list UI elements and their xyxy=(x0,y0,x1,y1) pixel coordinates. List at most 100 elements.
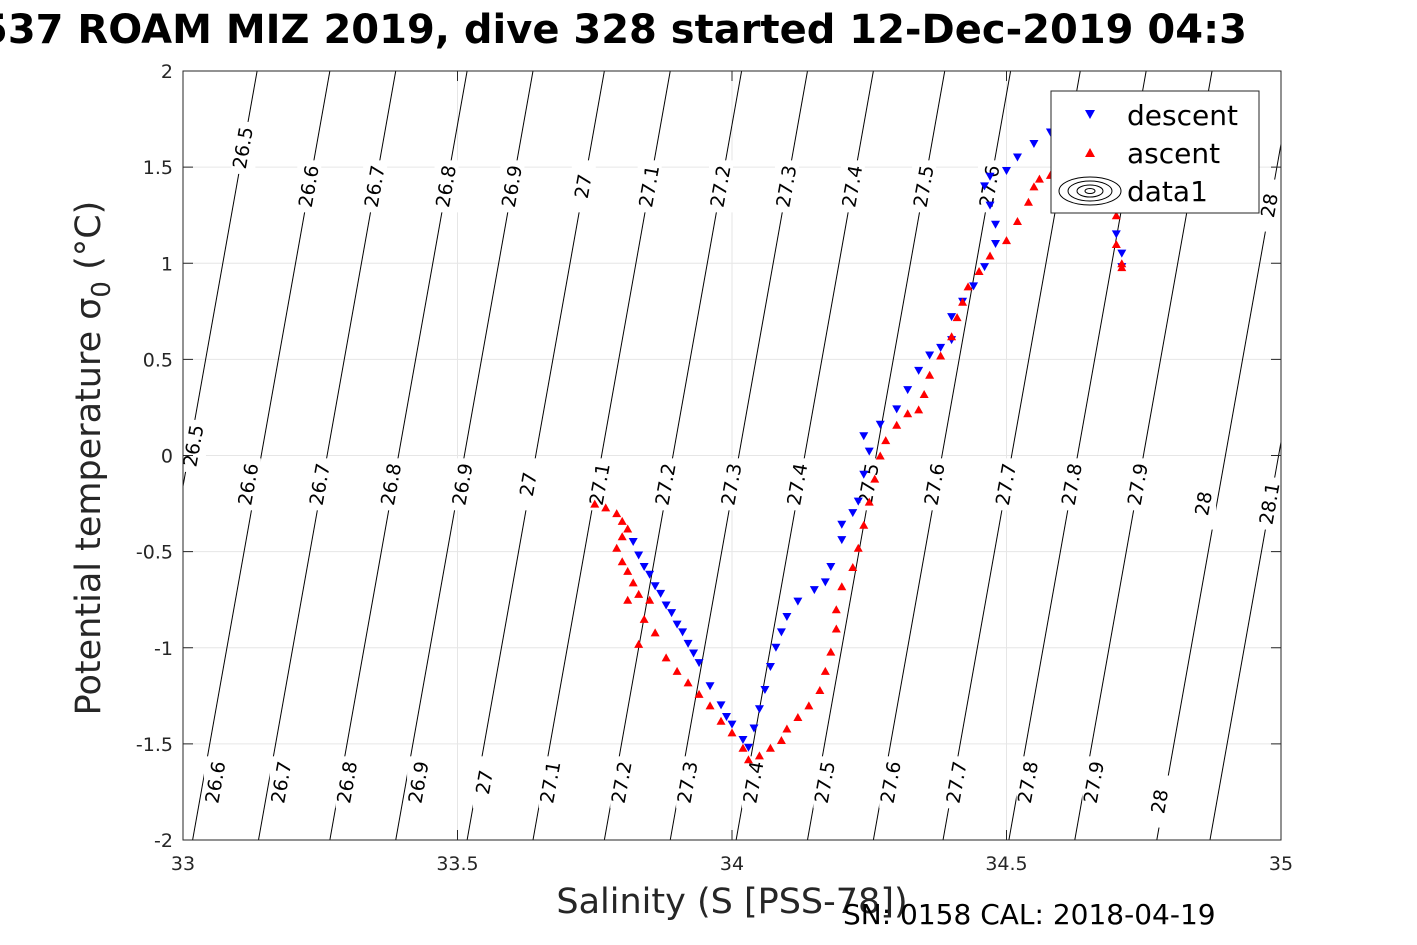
ascent-marker xyxy=(628,578,638,587)
isopycnal-label-bg xyxy=(813,756,838,809)
ascent-marker xyxy=(892,420,902,429)
ascent-marker xyxy=(1023,197,1033,206)
ascent-marker xyxy=(958,297,968,306)
ascent-marker xyxy=(634,589,644,598)
isopycnal-label-bg xyxy=(774,160,799,213)
isopycnal-label-bg xyxy=(308,458,333,511)
descent-marker xyxy=(1029,140,1039,149)
ascent-marker xyxy=(815,686,825,695)
ascent-marker xyxy=(952,313,962,322)
descent-marker xyxy=(738,736,748,745)
ascent-marker xyxy=(738,743,748,752)
ascent-marker xyxy=(1117,263,1127,272)
y-axis-label: Potential temperature σ0 (°C) xyxy=(69,201,117,716)
isopycnal-label-bg xyxy=(500,160,525,213)
isopycnal-label-bg xyxy=(379,458,404,511)
descent-marker xyxy=(694,659,704,668)
isopycnal-label-bg xyxy=(269,756,294,809)
isopycnal-label-bg xyxy=(181,419,206,472)
ascent-marker xyxy=(617,557,627,566)
isopycnal-label-bg xyxy=(516,458,541,511)
ascent-marker xyxy=(859,520,869,529)
descent-marker xyxy=(864,447,874,456)
ascent-marker xyxy=(881,436,891,445)
isopycnal-labels: 26.526.526.626.626.626.726.726.726.826.8… xyxy=(179,121,1285,828)
descent-marker xyxy=(661,601,671,610)
isopycnal-label-bg xyxy=(335,756,360,809)
descent-marker xyxy=(925,351,935,360)
isopycnal-label-bg xyxy=(472,756,497,809)
isopycnal-label-bg xyxy=(923,458,948,511)
descent-marker xyxy=(705,682,715,691)
y-tick-label: 2 xyxy=(161,61,173,83)
descent-marker xyxy=(754,705,764,714)
y-tick-label: 1.5 xyxy=(143,157,173,179)
ascent-marker xyxy=(804,701,814,710)
legend-descent-label: descent xyxy=(1127,99,1238,132)
descent-marker xyxy=(628,538,638,547)
legend-ascent-label: ascent xyxy=(1127,137,1220,170)
descent-marker xyxy=(1117,249,1127,258)
descent-marker xyxy=(765,662,775,671)
x-tick-label: 33.5 xyxy=(436,853,478,875)
isopycnal-label-bg xyxy=(450,458,475,511)
isopycnal-label: 27 xyxy=(571,173,597,201)
ascent-marker xyxy=(831,624,841,633)
descent-marker xyxy=(892,405,902,414)
ascent-marker xyxy=(820,666,830,675)
ascent-marker xyxy=(623,566,633,575)
isopycnal-label-bg xyxy=(203,756,228,809)
descent-marker xyxy=(947,313,957,322)
isopycnal-label: 28 xyxy=(1147,788,1173,816)
isopycnal-label-bg xyxy=(538,756,563,809)
ascent-marker xyxy=(1111,211,1121,220)
ascent-marker xyxy=(683,678,693,687)
sensor-calibration-info: SN: 0158 CAL: 2018-04-19 xyxy=(843,898,1216,931)
descent-marker xyxy=(1012,153,1022,162)
ascent-marker xyxy=(985,251,995,260)
legend-descent-marker xyxy=(1085,110,1095,119)
isopycnal-label-bg xyxy=(1258,477,1283,530)
descent-marker xyxy=(716,701,726,710)
isopycnal-label-bg xyxy=(571,160,596,213)
descent-marker xyxy=(859,470,869,479)
isopycnal-label-bg xyxy=(720,458,744,511)
descent-marker xyxy=(936,343,946,352)
descent-marker xyxy=(969,282,979,291)
isopycnal-label-bg xyxy=(1060,458,1085,511)
descent-marker xyxy=(991,240,1001,249)
legend-ascent-marker xyxy=(1085,148,1095,157)
descent-marker xyxy=(980,182,990,191)
ascent-marker xyxy=(694,689,704,698)
descent-marker xyxy=(782,612,792,621)
ascent-marker xyxy=(974,266,984,275)
ascent-marker xyxy=(870,474,880,483)
ascent-marker xyxy=(947,332,957,341)
isopycnal-label-bg xyxy=(1016,756,1041,809)
ascent-marker xyxy=(853,543,863,552)
x-axis-label: Salinity (S [PSS-78]) xyxy=(556,882,907,922)
isopycnal-label-bg xyxy=(363,160,388,213)
descent-marker xyxy=(639,563,649,572)
y-tick-label: 0 xyxy=(161,446,173,468)
isopycnal-label-bg xyxy=(785,458,810,511)
legend: descent ascent data1 xyxy=(1050,90,1260,214)
ascent-marker xyxy=(1029,182,1039,191)
ascent-marker xyxy=(765,743,775,752)
descent-marker xyxy=(837,536,847,545)
ascent-marker xyxy=(705,701,715,710)
ascent-marker xyxy=(919,389,929,398)
descent-marker xyxy=(667,609,677,618)
ascent-marker xyxy=(601,503,611,512)
ascent-marker xyxy=(831,605,841,614)
descent-marker xyxy=(743,743,753,752)
ascent-marker xyxy=(864,497,874,506)
ascent-marker xyxy=(617,532,627,541)
ascent-marker xyxy=(925,370,935,379)
y-tick-label: -1.5 xyxy=(136,734,173,756)
isopycnal-label: 27 xyxy=(472,768,498,796)
isopycnal-label: 28 xyxy=(1257,192,1283,220)
descent-marker xyxy=(820,578,830,587)
isopycnal-label-bg xyxy=(1258,179,1283,232)
